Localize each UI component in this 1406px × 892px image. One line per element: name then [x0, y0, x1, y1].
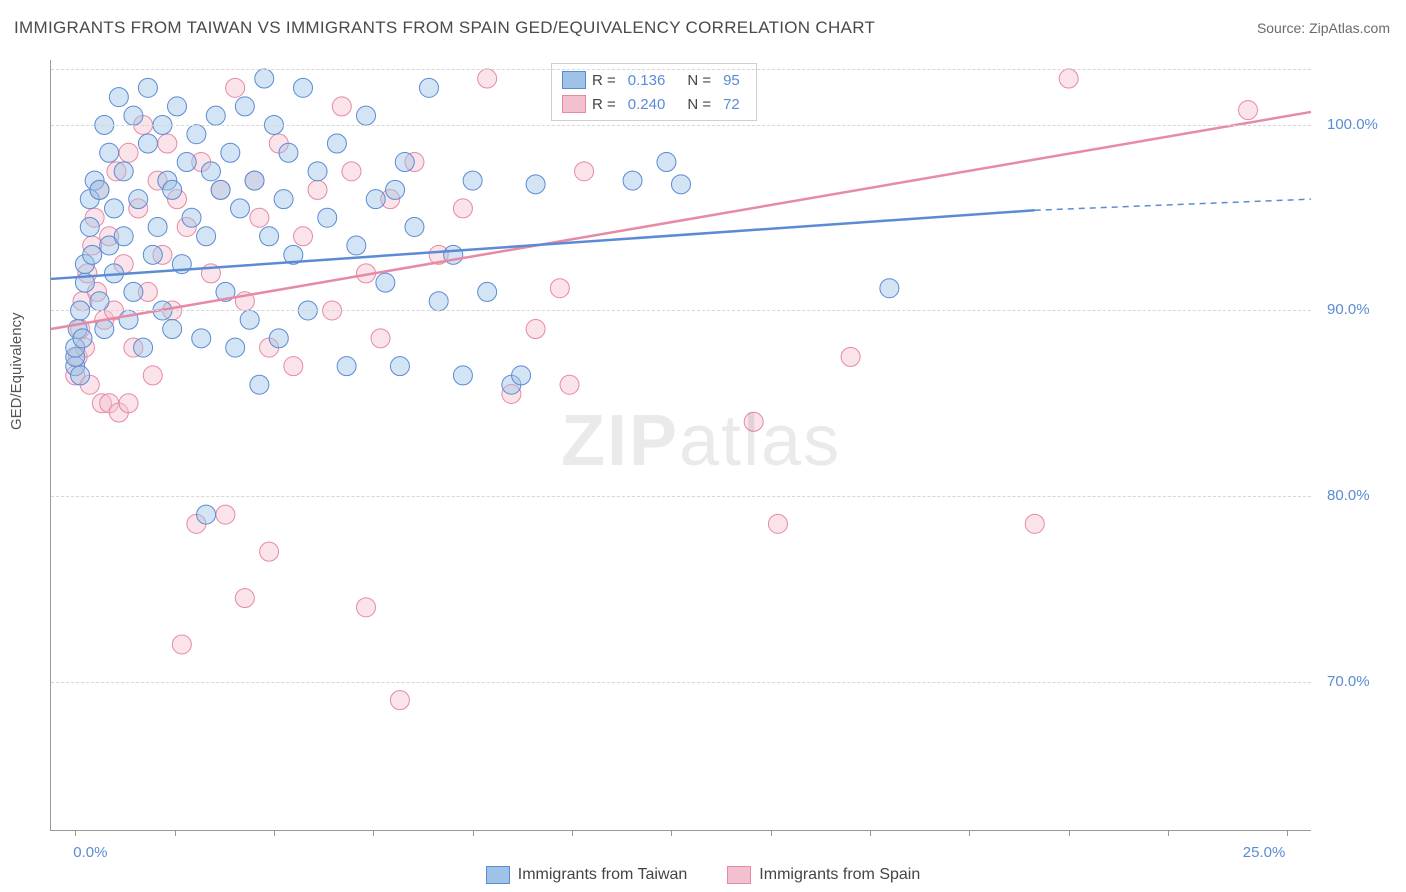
legend-row-spain: R = 0.240 N = 72: [562, 92, 746, 116]
bottom-legend: Immigrants from Taiwan Immigrants from S…: [0, 866, 1406, 884]
legend-row-taiwan: R = 0.136 N = 95: [562, 68, 746, 92]
y-axis-label: GED/Equivalency: [8, 312, 25, 430]
legend-label-spain: Immigrants from Spain: [759, 866, 920, 884]
chart-svg: [51, 60, 1311, 830]
swatch-taiwan: [486, 866, 510, 884]
stats-legend: R = 0.136 N = 95 R = 0.240 N = 72: [551, 63, 757, 121]
legend-label-taiwan: Immigrants from Taiwan: [518, 866, 688, 884]
source-label: Source: ZipAtlas.com: [1257, 20, 1390, 36]
r-value-spain: 0.240: [628, 96, 666, 113]
n-value-spain: 72: [723, 96, 740, 113]
swatch-spain: [562, 95, 586, 113]
chart-title: IMMIGRANTS FROM TAIWAN VS IMMIGRANTS FRO…: [14, 18, 875, 38]
r-label: R =: [592, 72, 616, 89]
r-label: R =: [592, 96, 616, 113]
r-value-taiwan: 0.136: [628, 72, 666, 89]
legend-item-taiwan: Immigrants from Taiwan: [486, 866, 688, 884]
legend-item-spain: Immigrants from Spain: [727, 866, 920, 884]
swatch-spain: [727, 866, 751, 884]
chart-plot-area: ZIPatlas R = 0.136 N = 95 R = 0.240 N = …: [50, 60, 1311, 831]
n-label: N =: [687, 72, 711, 89]
n-value-taiwan: 95: [723, 72, 740, 89]
n-label: N =: [687, 96, 711, 113]
swatch-taiwan: [562, 71, 586, 89]
